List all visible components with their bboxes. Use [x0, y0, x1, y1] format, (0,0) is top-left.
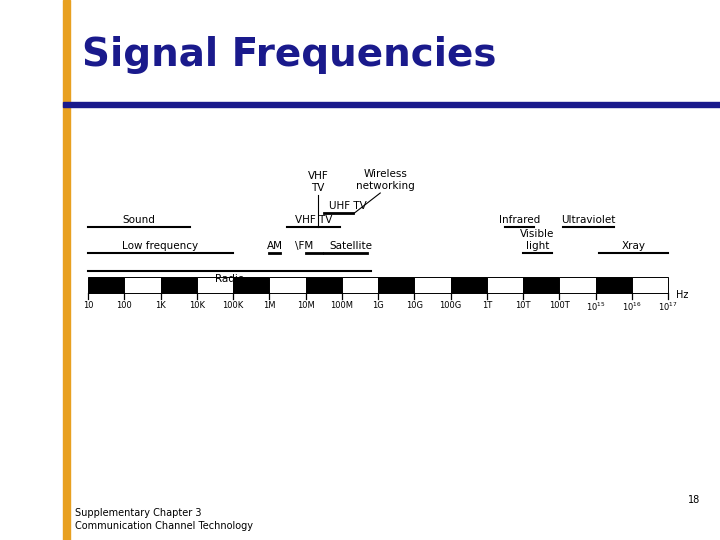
Text: Satellite: Satellite — [329, 241, 372, 251]
Text: 1K: 1K — [155, 301, 166, 310]
Text: 1G: 1G — [372, 301, 384, 310]
Text: Wireless
networking: Wireless networking — [356, 170, 415, 191]
Text: \FM: \FM — [294, 241, 312, 251]
Bar — [88, 277, 125, 293]
Bar — [451, 277, 487, 293]
Text: 1M: 1M — [263, 301, 276, 310]
Bar — [342, 277, 378, 293]
Bar — [161, 277, 197, 293]
Bar — [559, 277, 595, 293]
Text: 10$^{17}$: 10$^{17}$ — [658, 301, 678, 313]
Text: 100T: 100T — [549, 301, 570, 310]
Text: Supplementary Chapter 3
Communication Channel Technology: Supplementary Chapter 3 Communication Ch… — [75, 508, 253, 531]
Bar — [125, 277, 161, 293]
Text: 10G: 10G — [406, 301, 423, 310]
Bar — [305, 277, 342, 293]
Text: 10$^{15}$: 10$^{15}$ — [585, 301, 606, 313]
Text: 100G: 100G — [439, 301, 462, 310]
Bar — [63, 0, 70, 540]
Bar — [631, 277, 668, 293]
Text: 10: 10 — [83, 301, 94, 310]
Text: Ultraviolet: Ultraviolet — [561, 215, 616, 225]
Text: 10T: 10T — [516, 301, 531, 310]
Text: 10$^{16}$: 10$^{16}$ — [622, 301, 642, 313]
Text: 100: 100 — [117, 301, 132, 310]
Text: 18: 18 — [688, 495, 700, 505]
Bar — [269, 277, 305, 293]
Text: Radio: Radio — [215, 274, 244, 284]
Text: 1T: 1T — [482, 301, 492, 310]
Text: UHF TV: UHF TV — [329, 201, 367, 211]
Bar — [487, 277, 523, 293]
Bar — [197, 277, 233, 293]
Text: Hz: Hz — [676, 290, 688, 300]
Text: AM: AM — [266, 241, 283, 251]
Text: Signal Frequencies: Signal Frequencies — [82, 36, 497, 74]
Text: Visible
light: Visible light — [521, 230, 554, 251]
Text: 10M: 10M — [297, 301, 315, 310]
Text: VHF TV: VHF TV — [295, 215, 333, 225]
Text: 100M: 100M — [330, 301, 354, 310]
Text: VHF
TV: VHF TV — [308, 171, 328, 193]
Text: Sound: Sound — [122, 215, 156, 225]
Text: Low frequency: Low frequency — [122, 241, 199, 251]
Text: 100K: 100K — [222, 301, 243, 310]
Bar — [233, 277, 269, 293]
Text: Xray: Xray — [621, 241, 646, 251]
Text: Infrared: Infrared — [499, 215, 540, 225]
Bar — [523, 277, 559, 293]
Text: 10K: 10K — [189, 301, 204, 310]
Bar — [414, 277, 451, 293]
Bar — [378, 277, 414, 293]
Bar — [595, 277, 631, 293]
Bar — [63, 102, 720, 107]
